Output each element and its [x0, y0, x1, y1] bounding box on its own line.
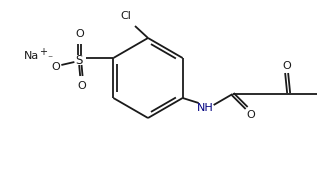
Text: O: O [246, 110, 255, 120]
Text: S: S [76, 54, 83, 67]
Text: +: + [39, 47, 47, 57]
Text: O: O [75, 29, 84, 39]
Text: O: O [51, 62, 60, 72]
Text: O: O [77, 81, 86, 91]
Text: Cl: Cl [120, 11, 131, 21]
Text: ⁻: ⁻ [48, 54, 53, 64]
Text: Na: Na [24, 51, 39, 61]
Text: NH: NH [197, 103, 214, 113]
Text: O: O [282, 61, 291, 71]
